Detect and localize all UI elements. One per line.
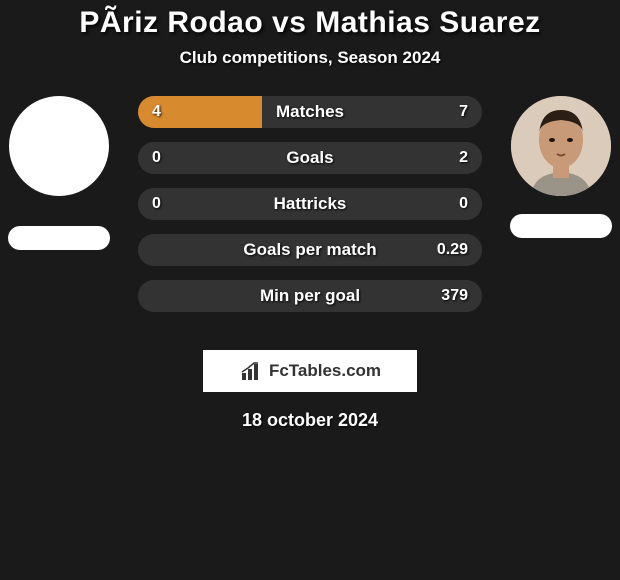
stat-row: Matches47 [138, 96, 482, 128]
stat-bar-right-fill [138, 188, 482, 220]
stat-bar-right-fill [138, 234, 482, 266]
date-text: 18 october 2024 [0, 410, 620, 431]
stat-bar-right-fill [138, 280, 482, 312]
player-right-avatar [511, 96, 611, 196]
page-subtitle: Club competitions, Season 2024 [0, 48, 620, 68]
stat-bar-left-fill [138, 96, 262, 128]
stat-row: Goals per match0.29 [138, 234, 482, 266]
comparison-area: Matches47 Goals02 Hattricks00 Goals per mat… [0, 96, 620, 346]
player-right-name-pill [510, 214, 612, 238]
fctables-logo-box: FcTables.com [203, 350, 417, 392]
stat-row: Min per goal379 [138, 280, 482, 312]
fctables-logo-text: FcTables.com [269, 361, 381, 381]
stat-row: Goals02 [138, 142, 482, 174]
stat-bar-right-fill [262, 96, 482, 128]
stat-bars: Matches47 Goals02 Hattricks00 Goals per mat… [138, 96, 482, 326]
player-left-avatar [9, 96, 109, 196]
player-right-block [506, 96, 616, 238]
stat-bar-right-fill [138, 142, 482, 174]
page-title: PÃriz Rodao vs Mathias Suarez [0, 0, 620, 40]
player-left-name-pill [8, 226, 110, 250]
stat-row: Hattricks00 [138, 188, 482, 220]
player-left-block [4, 96, 114, 250]
bar-chart-icon [239, 359, 263, 383]
player-right-headshot-icon [511, 96, 611, 196]
